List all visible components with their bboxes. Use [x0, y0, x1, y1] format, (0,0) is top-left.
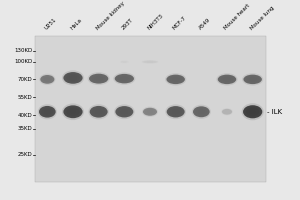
Ellipse shape: [221, 108, 233, 116]
Ellipse shape: [196, 108, 207, 116]
Ellipse shape: [121, 77, 128, 81]
Text: NIH3T3: NIH3T3: [146, 13, 164, 31]
Ellipse shape: [42, 76, 52, 82]
Ellipse shape: [90, 106, 108, 118]
Ellipse shape: [69, 76, 77, 80]
Text: Mouse heart: Mouse heart: [224, 3, 251, 31]
Ellipse shape: [41, 108, 53, 116]
Text: Mouse kidney: Mouse kidney: [95, 1, 125, 31]
Ellipse shape: [145, 109, 155, 115]
Ellipse shape: [222, 109, 232, 115]
Ellipse shape: [118, 75, 131, 82]
Ellipse shape: [63, 72, 82, 84]
Ellipse shape: [39, 106, 56, 118]
Text: 130KD: 130KD: [14, 48, 32, 53]
Ellipse shape: [92, 108, 105, 116]
Ellipse shape: [69, 109, 77, 114]
Ellipse shape: [122, 61, 127, 63]
Ellipse shape: [243, 75, 262, 84]
Text: 70KD: 70KD: [17, 77, 32, 82]
Ellipse shape: [224, 110, 231, 114]
Ellipse shape: [242, 73, 263, 86]
Ellipse shape: [141, 60, 159, 64]
Ellipse shape: [88, 104, 109, 119]
Text: 293T: 293T: [121, 18, 134, 31]
Ellipse shape: [193, 106, 210, 117]
Text: 40KD: 40KD: [17, 113, 32, 118]
Ellipse shape: [143, 108, 157, 116]
Ellipse shape: [121, 109, 128, 114]
Ellipse shape: [66, 74, 80, 82]
Ellipse shape: [167, 106, 184, 117]
Ellipse shape: [38, 104, 57, 119]
Ellipse shape: [95, 77, 103, 81]
Ellipse shape: [169, 108, 182, 116]
Ellipse shape: [165, 104, 186, 119]
Ellipse shape: [40, 75, 54, 84]
Ellipse shape: [242, 103, 264, 120]
Ellipse shape: [95, 109, 102, 114]
Ellipse shape: [249, 109, 256, 114]
Ellipse shape: [62, 103, 84, 120]
Ellipse shape: [89, 74, 108, 84]
Ellipse shape: [115, 106, 133, 117]
Ellipse shape: [172, 109, 179, 114]
Ellipse shape: [113, 72, 135, 85]
Ellipse shape: [223, 77, 231, 81]
Ellipse shape: [218, 75, 236, 84]
Ellipse shape: [44, 109, 51, 114]
Ellipse shape: [165, 73, 186, 86]
Text: 55KD: 55KD: [17, 95, 32, 100]
Bar: [34, 36, 266, 182]
Ellipse shape: [88, 72, 110, 85]
Text: Mouse lung: Mouse lung: [249, 5, 275, 31]
Ellipse shape: [246, 76, 259, 83]
Ellipse shape: [115, 74, 134, 83]
Text: 100KD: 100KD: [14, 59, 32, 64]
Ellipse shape: [145, 61, 155, 63]
Ellipse shape: [123, 61, 126, 62]
Ellipse shape: [216, 73, 238, 86]
Text: 25KD: 25KD: [17, 152, 32, 157]
Ellipse shape: [198, 110, 205, 114]
Ellipse shape: [192, 105, 211, 119]
Ellipse shape: [120, 60, 129, 63]
Ellipse shape: [147, 110, 153, 113]
Ellipse shape: [39, 74, 56, 85]
Text: MCF-7: MCF-7: [172, 16, 188, 31]
Ellipse shape: [147, 61, 153, 62]
Text: - ILK: - ILK: [267, 109, 282, 115]
Text: U251: U251: [44, 17, 58, 31]
Ellipse shape: [167, 75, 185, 84]
Text: HeLa: HeLa: [70, 18, 83, 31]
Ellipse shape: [44, 78, 50, 81]
Ellipse shape: [92, 75, 105, 82]
Ellipse shape: [63, 105, 82, 118]
Ellipse shape: [172, 77, 179, 81]
Ellipse shape: [220, 76, 233, 83]
Ellipse shape: [118, 108, 130, 116]
Ellipse shape: [66, 107, 80, 116]
Ellipse shape: [225, 111, 229, 113]
Ellipse shape: [243, 105, 262, 118]
Ellipse shape: [121, 61, 128, 63]
Ellipse shape: [142, 107, 158, 117]
Text: A549: A549: [198, 18, 212, 31]
Ellipse shape: [114, 104, 135, 119]
Ellipse shape: [142, 60, 158, 63]
Ellipse shape: [246, 107, 260, 116]
Ellipse shape: [169, 76, 182, 83]
Ellipse shape: [249, 77, 256, 81]
Ellipse shape: [62, 70, 84, 86]
Text: 35KD: 35KD: [17, 126, 32, 131]
